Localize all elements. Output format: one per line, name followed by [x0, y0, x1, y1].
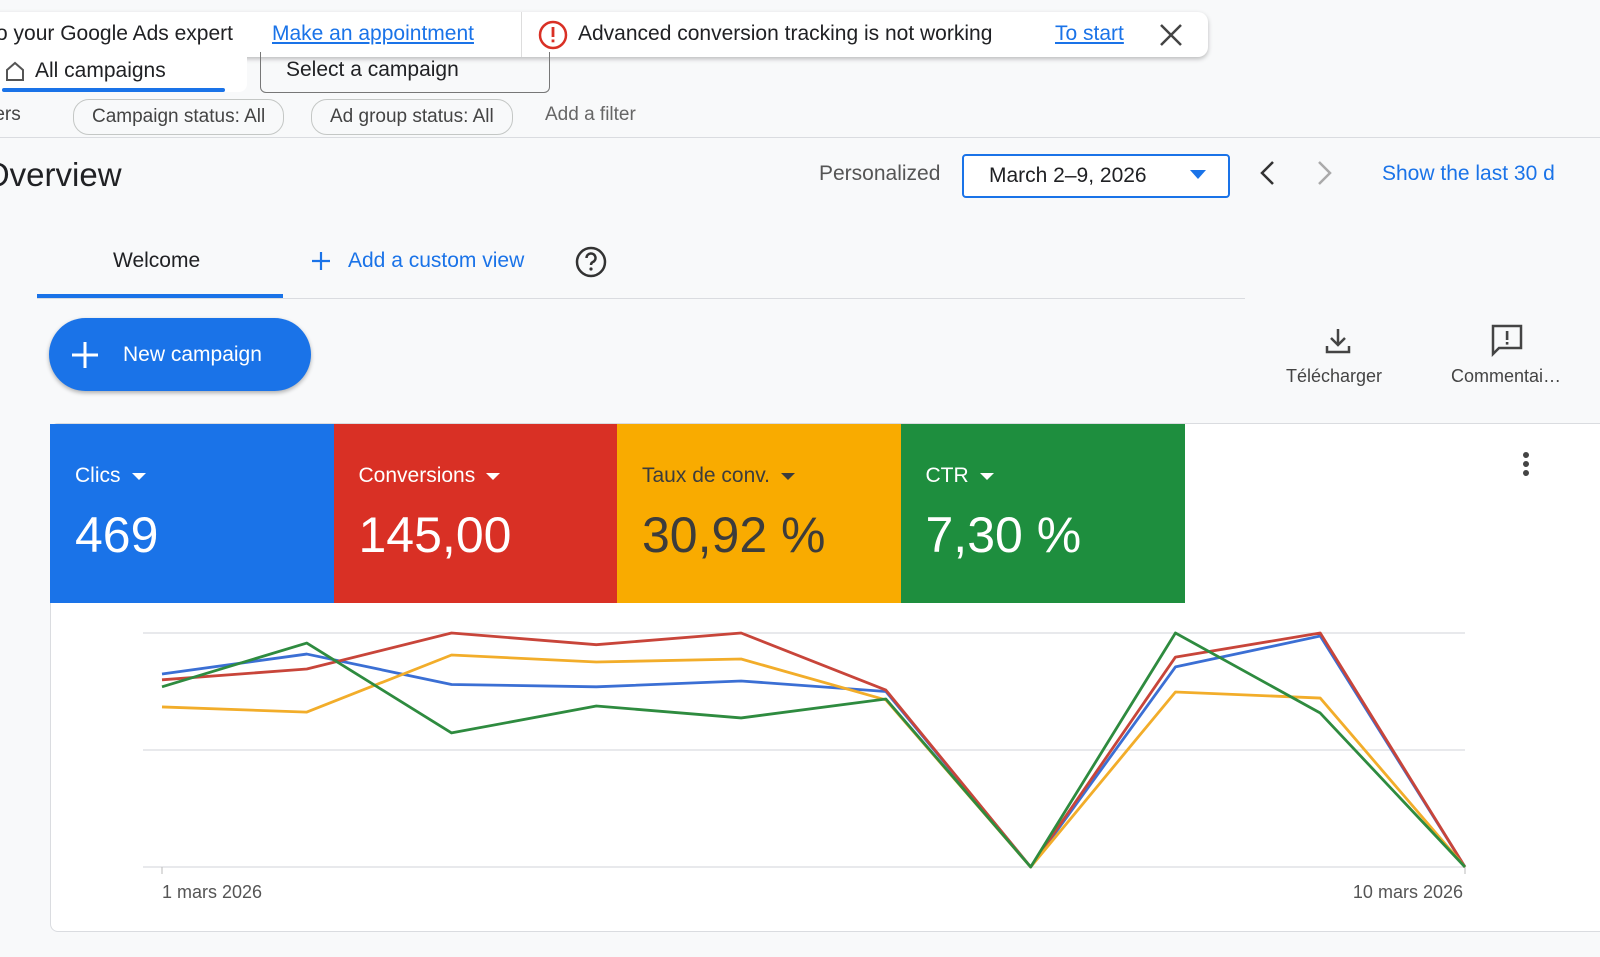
divider [521, 12, 522, 57]
more-menu[interactable] [1514, 450, 1538, 480]
metric-value: 30,92 % [642, 507, 826, 563]
tab[interactable]: Add a custom view [348, 249, 525, 272]
download-icon[interactable] [1323, 326, 1353, 356]
selector-label: All campaigns [35, 59, 166, 82]
divider [0, 137, 1600, 138]
dropdown-arrow [131, 473, 146, 480]
message: o your Google Ads expert [0, 22, 233, 45]
metric-card[interactable]: Conversions 145,00 [333, 424, 618, 603]
close[interactable] [1158, 22, 1184, 48]
metric-card[interactable]: Taux de conv. 30,92 % [617, 424, 901, 603]
action-label[interactable]: Commentai… [1451, 366, 1562, 386]
help-icon[interactable] [574, 245, 608, 279]
metric-value: 7,30 % [925, 507, 1082, 563]
new-campaign-button[interactable]: New campaign [49, 318, 311, 391]
add-filter[interactable]: Add a filter [545, 104, 636, 125]
prev-button[interactable] [1256, 160, 1278, 186]
selected-indicator [2, 88, 225, 92]
metric-name: Taux de conv. [642, 464, 796, 488]
tab-indicator [37, 294, 283, 298]
date-picker[interactable]: March 2–9, 2026 [962, 154, 1230, 198]
selector-label: Select a campaign [286, 58, 459, 81]
link[interactable]: Make an appointment [272, 22, 474, 45]
metric-value: 469 [75, 507, 159, 563]
shortcut[interactable]: Show the last 30 d [1382, 162, 1555, 185]
metric-name: CTR [926, 464, 995, 488]
date-mode: Personalized [819, 162, 941, 185]
dropdown-arrow [486, 473, 501, 480]
filters-label: Filters [0, 104, 21, 125]
filter-chip[interactable]: Campaign status: All [73, 99, 285, 135]
filter-chip[interactable]: Ad group status: All [311, 99, 513, 135]
alert: Advanced conversion tracking is not work… [578, 22, 993, 45]
campaign-selector[interactable]: All campaigns [0, 56, 247, 92]
home-icon [6, 61, 24, 81]
metric-card[interactable]: CTR 7,30 % [900, 424, 1185, 603]
tab[interactable]: Welcome [113, 249, 201, 272]
notification-bar: o your Google Ads expert Make an appoint… [0, 12, 1208, 57]
date-range: March 2–9, 2026 [989, 164, 1147, 187]
dropdown-arrow [1190, 170, 1206, 179]
dropdown-arrow [979, 473, 994, 480]
dropdown-arrow [781, 473, 796, 480]
metric-name: Clics [75, 464, 147, 488]
campaign-selector[interactable]: Select a campaign [260, 52, 550, 93]
plus-icon [312, 252, 330, 270]
plus-icon [72, 342, 98, 368]
next-button[interactable] [1314, 160, 1336, 186]
alert-icon [538, 20, 568, 50]
action-label[interactable]: Télécharger [1286, 366, 1383, 386]
link[interactable]: To start [1055, 22, 1124, 45]
metric-value: 145,00 [358, 507, 512, 563]
metric-name: Conversions [359, 464, 502, 488]
divider [37, 298, 1245, 299]
button-label: New campaign [123, 343, 262, 366]
metric-card[interactable]: Clics 469 [50, 424, 334, 603]
page-title: Overview [0, 156, 122, 193]
feedback-icon[interactable] [1490, 323, 1524, 357]
